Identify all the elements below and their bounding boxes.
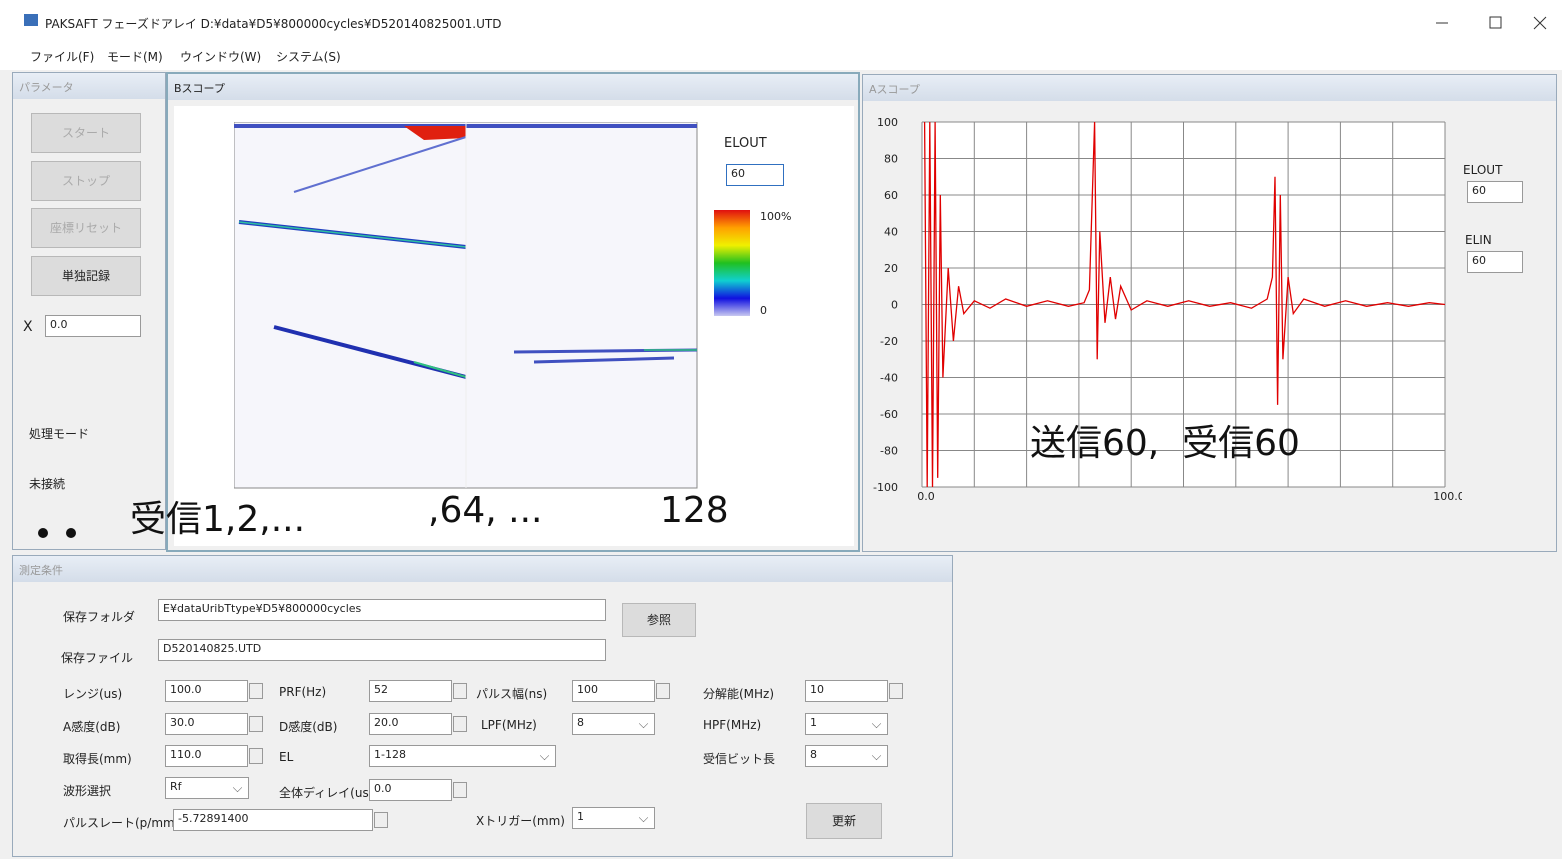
y-tick-label: -80 (880, 445, 898, 458)
record-button[interactable]: 単独記録 (31, 256, 141, 296)
spin-input[interactable]: 110.0 (165, 745, 248, 767)
menu-bar: ファイル(F) モード(M) ウインドウ(W) システム(S) (0, 40, 1562, 70)
b-scope-image (234, 122, 699, 490)
start-button[interactable]: スタート (31, 113, 141, 153)
annotation: 送信60, 受信60 (1030, 414, 1300, 466)
parameter-panel: パラメータ スタート ストップ 座標リセット 単独記録 X 0.0 処理モード … (12, 72, 166, 550)
spin-button[interactable] (656, 683, 670, 699)
panel-title: パラメータ (13, 73, 165, 99)
colorbar (714, 210, 750, 316)
dropdown[interactable]: 1-128 (369, 745, 556, 767)
stop-button[interactable]: ストップ (31, 161, 141, 201)
field-label: EL (279, 750, 293, 764)
app-icon (24, 14, 38, 26)
field-label: 保存フォルダ (63, 608, 135, 625)
field-label: パルスレート(p/mm) (63, 814, 179, 831)
elout-label: ELOUT (1463, 163, 1502, 177)
field-label: 保存ファイル (61, 649, 133, 666)
b-scope-panel: Bスコープ ELOUT 60 100% 0 (166, 72, 860, 552)
spin-button[interactable] (374, 812, 388, 828)
menu-item[interactable]: システム(S) (276, 48, 341, 65)
field-label: Xトリガー(mm) (476, 812, 565, 829)
field-label: LPF(MHz) (481, 718, 537, 732)
panel-title: 測定条件 (13, 556, 952, 582)
elin-select[interactable]: 60 (1467, 251, 1523, 273)
spin-input[interactable]: 100.0 (165, 680, 248, 702)
colorbar-label: 0 (760, 304, 767, 317)
page: PAKSAFT フェーズドアレイ D:¥data¥D5¥800000cycles… (0, 0, 1562, 859)
elout-select[interactable]: 60 (726, 164, 784, 186)
x-label: X (23, 319, 33, 335)
menu-item[interactable]: モード(M) (107, 48, 163, 65)
colorbar-label: 100% (760, 210, 791, 223)
file-input[interactable]: D520140825.UTD (158, 639, 606, 661)
x-tick-label: 100.0 (1433, 490, 1462, 503)
field-label: 波形選択 (63, 782, 111, 799)
browse-button[interactable]: 参照 (622, 603, 696, 637)
field-label: レンジ(us) (63, 685, 122, 702)
spin-input[interactable]: -5.72891400 (173, 809, 373, 831)
y-tick-label: 0 (891, 299, 898, 312)
spin-button[interactable] (249, 683, 263, 699)
y-tick-label: 100 (877, 116, 898, 129)
y-tick-label: -100 (873, 481, 898, 494)
field-label: PRF(Hz) (279, 685, 326, 699)
field-label: D感度(dB) (279, 718, 337, 735)
conditions-panel: 測定条件 保存フォルダ E¥dataUribTtype¥D5¥800000cyc… (12, 555, 953, 857)
spin-input[interactable]: 30.0 (165, 713, 248, 735)
spin-input[interactable]: 100 (572, 680, 655, 702)
menu-item[interactable]: ファイル(F) (30, 48, 94, 65)
panel-title: Bスコープ (168, 74, 858, 100)
annotation: ,64, ... (428, 490, 542, 531)
mode-label: 処理モード (29, 425, 89, 442)
spin-button[interactable] (453, 683, 467, 699)
field-label: HPF(MHz) (703, 718, 761, 732)
elin-label: ELIN (1465, 233, 1492, 247)
annotation: 受信1,2,... (130, 490, 305, 542)
spin-input[interactable]: 20.0 (369, 713, 452, 735)
x-tick-label: 0.0 (917, 490, 935, 503)
update-button[interactable]: 更新 (806, 803, 882, 839)
reset-button[interactable]: 座標リセット (31, 208, 141, 248)
elout-label: ELOUT (724, 136, 767, 151)
field-label: 取得長(mm) (63, 750, 132, 767)
window-controls[interactable] (1420, 8, 1560, 36)
y-tick-label: -40 (880, 372, 898, 385)
field-label: 全体ディレイ(us) (279, 784, 373, 801)
window-title: PAKSAFT フェーズドアレイ D:¥data¥D5¥800000cycles… (45, 15, 501, 32)
annotation: 128 (660, 490, 729, 531)
maximize[interactable] (1490, 17, 1501, 28)
field-label: 分解能(MHz) (703, 685, 774, 702)
elout-select[interactable]: 60 (1467, 181, 1523, 203)
x-input[interactable]: 0.0 (45, 315, 141, 337)
field-label: 受信ビット長 (703, 750, 775, 767)
y-tick-label: 80 (884, 153, 898, 166)
spin-button[interactable] (453, 716, 467, 732)
spin-input[interactable]: 10 (805, 680, 888, 702)
menu-item[interactable]: ウインドウ(W) (180, 48, 261, 65)
status: 未接続 (29, 475, 65, 492)
y-tick-label: -20 (880, 335, 898, 348)
folder-input[interactable]: E¥dataUribTtype¥D5¥800000cycles (158, 599, 606, 621)
spin-button[interactable] (249, 716, 263, 732)
y-tick-label: 60 (884, 189, 898, 202)
spin-button[interactable] (889, 683, 903, 699)
field-label: A感度(dB) (63, 718, 120, 735)
y-tick-label: -60 (880, 408, 898, 421)
spin-button[interactable] (249, 748, 263, 764)
spin-button[interactable] (453, 782, 467, 798)
field-label: パルス幅(ns) (476, 685, 547, 702)
y-tick-label: 40 (884, 226, 898, 239)
close[interactable] (1534, 17, 1546, 29)
spin-input[interactable]: 52 (369, 680, 452, 702)
panel-title: Aスコープ (863, 75, 1556, 101)
indicators (33, 525, 83, 541)
y-tick-label: 20 (884, 262, 898, 275)
title-bar: PAKSAFT フェーズドアレイ D:¥data¥D5¥800000cycles… (0, 0, 1562, 40)
spin-input[interactable]: 0.0 (369, 779, 452, 801)
